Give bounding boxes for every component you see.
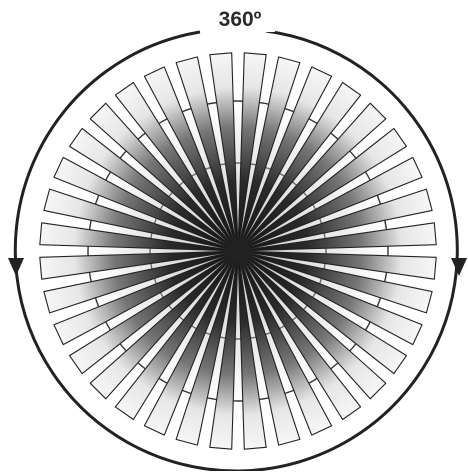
rays-group [39,52,437,450]
arrow-left-icon [8,258,24,276]
ray-2 [237,250,433,314]
ray-3 [237,250,423,346]
ray-35 [237,188,433,252]
ray-20 [43,188,239,252]
ray-23 [89,102,239,252]
ray-24 [114,81,239,252]
ray-13 [114,250,239,421]
ray-7 [237,250,333,436]
ray-14 [89,250,239,400]
ray-6 [237,250,362,421]
ray-1 [237,250,437,280]
ray-17 [43,250,239,314]
ray-18 [39,250,239,280]
ray-8 [237,250,301,446]
ray-34 [237,156,423,252]
ray-10 [209,250,239,450]
ray-19 [39,222,239,252]
ray-21 [53,156,239,252]
ray-5 [237,250,387,400]
ray-4 [237,250,408,375]
ray-30 [237,66,333,252]
ray-22 [68,127,239,252]
ray-28 [237,52,267,252]
ray-9 [237,250,267,450]
ray-26 [175,56,239,252]
ray-32 [237,102,387,252]
ray-31 [237,81,362,252]
ray-33 [237,127,408,252]
ray-27 [209,52,239,252]
ray-29 [237,56,301,252]
angle-label: 360º [205,8,275,32]
ray-12 [143,250,239,436]
ray-25 [143,66,239,252]
ray-15 [68,250,239,375]
ray-36 [237,222,437,252]
ray-16 [53,250,239,346]
ray-11 [175,250,239,446]
arrow-right-icon [451,258,467,276]
